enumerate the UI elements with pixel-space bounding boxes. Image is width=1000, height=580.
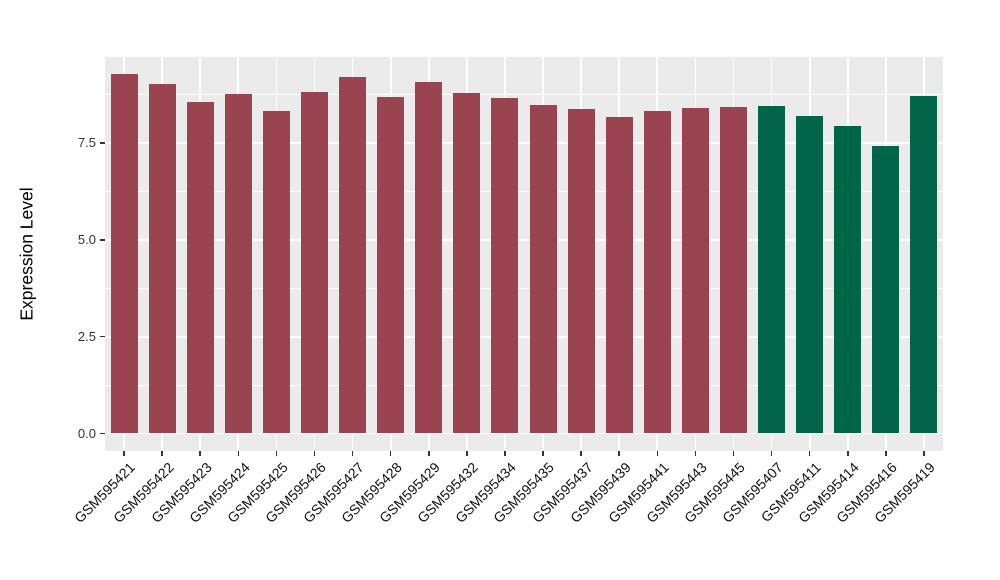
x-tick (808, 451, 811, 456)
gridline-h-minor (105, 384, 943, 386)
x-tick (885, 451, 887, 456)
x-tick (618, 451, 620, 456)
bar-GSM595434 (491, 97, 519, 434)
bar-GSM595437 (567, 109, 595, 434)
y-axis-title: Expression Level (16, 187, 37, 321)
y-tick (100, 432, 105, 435)
bar-GSM595443 (681, 108, 709, 434)
y-tick-label: 2.5 (77, 328, 96, 344)
gridline-h-major (105, 238, 943, 241)
x-tick (199, 451, 201, 456)
x-tick (923, 451, 925, 456)
bar-GSM595425 (262, 110, 290, 434)
bar-GSM595407 (758, 105, 786, 434)
x-tick (123, 451, 125, 456)
bar-GSM595427 (339, 76, 367, 434)
gridline-h-major (105, 335, 943, 338)
bar-GSM595422 (148, 84, 176, 434)
gridline-h-minor (105, 94, 943, 96)
bar-GSM595445 (720, 107, 747, 434)
x-tick (237, 451, 240, 456)
x-tick (466, 451, 468, 456)
x-tick (389, 451, 392, 456)
bar-GSM595432 (453, 93, 481, 434)
gridline-h-major (105, 432, 943, 435)
bar-GSM595428 (377, 96, 405, 434)
y-tick-label: 0.0 (77, 425, 96, 441)
bar-GSM595429 (415, 81, 443, 434)
y-tick (100, 142, 105, 144)
x-tick (770, 451, 773, 456)
y-tick (100, 335, 105, 338)
bar-GSM595411 (796, 115, 824, 434)
x-tick (351, 451, 354, 456)
x-tick (732, 451, 735, 456)
x-tick (504, 451, 506, 456)
bar-GSM595435 (529, 105, 557, 434)
x-tick (542, 451, 544, 456)
gridline-h-minor (105, 287, 943, 289)
x-tick (275, 451, 278, 456)
x-tick (580, 451, 582, 456)
bar-GSM595423 (186, 101, 214, 434)
x-tick (313, 451, 316, 456)
y-tick (100, 239, 105, 241)
bar-GSM595441 (643, 110, 671, 434)
bar-GSM595421 (110, 74, 138, 434)
y-tick-label: 5.0 (77, 231, 96, 247)
x-tick (428, 451, 430, 456)
bar-GSM595419 (910, 96, 938, 434)
bar-GSM595414 (834, 125, 862, 434)
bar-GSM595439 (605, 116, 633, 434)
gridline-h-major (105, 142, 943, 144)
bar-GSM595416 (872, 145, 900, 434)
x-tick (656, 451, 659, 456)
plot-panel (105, 57, 943, 451)
x-tick (161, 451, 163, 456)
x-tick (694, 451, 697, 456)
bar-GSM595426 (301, 91, 328, 434)
y-tick-label: 7.5 (77, 135, 96, 151)
gridline-h-minor (105, 190, 943, 192)
bar-GSM595424 (224, 93, 252, 434)
x-tick (847, 451, 849, 456)
